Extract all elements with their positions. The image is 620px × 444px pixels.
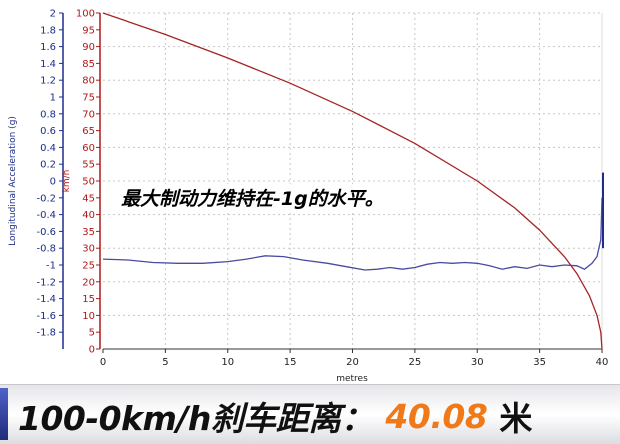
x-tick-label: 30 <box>471 357 484 368</box>
x-tick-label: 25 <box>409 357 422 368</box>
x-tick-label: 35 <box>533 357 546 368</box>
y-right-tick-label: 65 <box>82 126 95 137</box>
y-left-tick-label: -0.4 <box>36 210 56 221</box>
y-right-tick-label: 35 <box>82 227 95 238</box>
y-left-tick-label: 2 <box>50 9 56 20</box>
braking-distance-value: 40.08 <box>385 396 488 436</box>
y-right-axis-label: km/h <box>62 170 72 193</box>
y-right-tick-label: 40 <box>82 210 95 221</box>
y-left-tick-label: -0.6 <box>36 227 56 238</box>
y-right-tick-label: 85 <box>82 59 95 70</box>
braking-distance-unit: 米 <box>499 399 532 438</box>
y-left-tick-label: 0.8 <box>40 109 56 120</box>
y-right-tick-label: 50 <box>82 177 95 188</box>
y-left-tick-label: 1.8 <box>40 25 56 36</box>
y-right-tick-label: 0 <box>89 345 95 356</box>
y-right-tick-label: 30 <box>82 244 95 255</box>
series-layer <box>102 12 604 350</box>
y-right-tick-label: 55 <box>82 160 95 171</box>
y-right-tick-label: 20 <box>82 277 95 288</box>
y-left-axis-label: Longitudinal Acceleration (g) <box>8 116 18 246</box>
banner-prefix: 100-0km/h刹车距离： <box>18 399 374 438</box>
y-right-tick-label: 45 <box>82 193 95 204</box>
y-left-tick-label: -1.2 <box>36 277 56 288</box>
y-left-tick-label: -0.2 <box>36 193 56 204</box>
y-left-tick-label: 1.2 <box>40 76 56 87</box>
x-tick-label: 5 <box>162 357 168 368</box>
chart-annotation: 最大制动力维持在-1g的水平。 <box>118 184 387 211</box>
left-axis-ticks: -1.8 -1.6 -1.4 -1.2 -1 -0.8 -0.6 -0.4 -0.2 0 0.2 0.… <box>36 9 63 339</box>
y-left-tick-label: 1.6 <box>40 42 56 53</box>
y-right-tick-label: 25 <box>82 261 95 272</box>
y-left-tick-label: 1.4 <box>40 59 56 70</box>
y-right-tick-label: 60 <box>82 143 95 154</box>
y-left-tick-label: -1.8 <box>36 328 56 339</box>
y-left-tick-label: 0.2 <box>40 160 56 171</box>
y-right-tick-label: 70 <box>82 109 95 120</box>
right-axis-ticks: 0 5 10 15 20 25 30 35 40 45 50 55 60 65 70 75 80 85 90 95 10… <box>76 9 100 356</box>
x-axis-ticks: 0 5 10 15 20 25 30 35 40 <box>100 349 609 368</box>
y-right-tick-label: 5 <box>89 328 95 339</box>
y-left-tick-label: -1 <box>46 261 56 272</box>
y-right-tick-label: 15 <box>82 294 95 305</box>
acceleration-series-line <box>102 197 603 271</box>
y-left-tick-label: -0.8 <box>36 244 56 255</box>
y-left-tick-label: 1 <box>50 93 56 104</box>
result-banner <box>0 384 620 444</box>
x-tick-label: 15 <box>284 357 297 368</box>
y-right-tick-label: 100 <box>76 9 95 20</box>
y-left-tick-label: 0.6 <box>40 126 56 137</box>
x-tick-label: 10 <box>221 357 234 368</box>
y-left-tick-label: -1.4 <box>36 294 56 305</box>
x-axis-label: metres <box>336 374 368 384</box>
y-right-tick-label: 90 <box>82 42 95 53</box>
y-left-tick-label: 0 <box>50 177 56 188</box>
banner-accent-bar <box>0 388 8 440</box>
y-right-tick-label: 75 <box>82 93 95 104</box>
banner-text: 100-0km/h刹车距离： 40.08 米 <box>18 388 532 444</box>
x-tick-label: 20 <box>346 357 359 368</box>
x-tick-label: 40 <box>596 357 609 368</box>
y-right-tick-label: 80 <box>82 76 95 87</box>
chart-grid <box>103 12 603 349</box>
y-left-tick-label: 0.4 <box>40 143 56 154</box>
x-tick-label: 0 <box>100 357 106 368</box>
y-left-tick-label: -1.6 <box>36 311 56 322</box>
y-right-tick-label: 95 <box>82 25 95 36</box>
y-right-tick-label: 10 <box>82 311 95 322</box>
speed-series-line <box>102 12 603 350</box>
